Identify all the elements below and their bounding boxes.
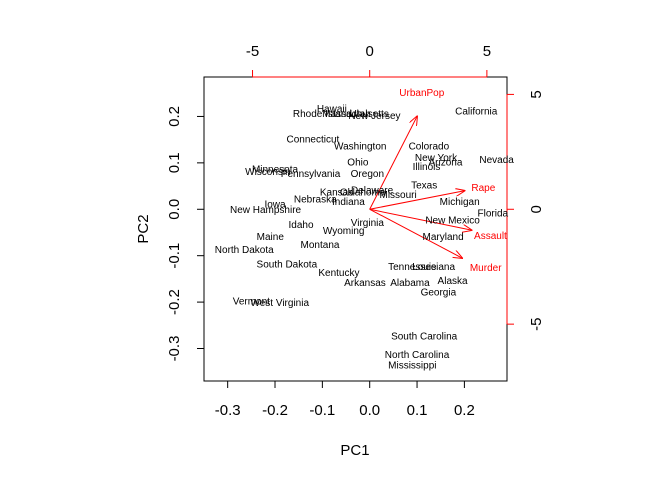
state-label: Washington <box>334 141 386 152</box>
y-axis-secondary: -5 0 5 <box>506 90 545 331</box>
state-label: Ohio <box>347 158 369 169</box>
x-tick-label: -0.2 <box>262 402 288 419</box>
loading-arrows: UrbanPop Rape Assault Murder <box>369 88 507 274</box>
state-label: Hawaii <box>317 104 347 115</box>
loading-arrow <box>369 208 472 230</box>
state-label: Kentucky <box>318 268 359 279</box>
state-label: Illinois <box>413 162 441 173</box>
state-label: West Virginia <box>250 298 309 309</box>
x-tick-label: -0.3 <box>215 402 241 419</box>
y-axis-title: PC2 <box>135 214 152 243</box>
state-label: Iowa <box>264 199 286 210</box>
state-label: South Dakota <box>257 260 318 271</box>
state-label: Idaho <box>289 220 314 231</box>
state-label: Virginia <box>351 218 385 229</box>
loading-label: UrbanPop <box>399 88 444 99</box>
state-label: Nebraska <box>294 195 337 206</box>
y-tick-label: 0.0 <box>166 199 183 220</box>
state-label: Arkansas <box>344 278 386 289</box>
state-label: Texas <box>411 181 437 192</box>
loading-label: Rape <box>471 183 495 194</box>
state-label: New Jersey <box>348 111 400 122</box>
loading-arrow <box>369 191 465 210</box>
x-tick-label: 0.0 <box>359 402 380 419</box>
y-tick-label: -0.3 <box>166 336 183 362</box>
loading-label: Murder <box>470 263 502 274</box>
state-label: Pennsylvania <box>281 169 341 180</box>
state-label: Massachusetts <box>322 109 389 120</box>
y-tick-label: -0.1 <box>166 243 183 269</box>
state-label: Maryland <box>423 232 464 243</box>
state-label: Alabama <box>390 278 430 289</box>
state-label: Missouri <box>379 190 416 201</box>
state-label: Arizona <box>429 158 463 169</box>
state-label: Utah <box>350 109 371 120</box>
state-label: Nevada <box>479 155 514 166</box>
state-label: Mississippi <box>388 360 436 371</box>
state-label: Kansas <box>320 188 353 199</box>
state-label: Wyoming <box>323 226 365 237</box>
x-axis-secondary: -5 0 5 <box>246 43 491 78</box>
loading-label: Assault <box>474 231 507 242</box>
state-label: Tennessee <box>388 262 437 273</box>
x-tick-label: -0.1 <box>309 402 335 419</box>
state-label: Maine <box>257 232 285 243</box>
x-axis-title: PC1 <box>340 442 369 459</box>
state-label: Montana <box>301 240 340 251</box>
x2-tick-label: 5 <box>483 43 491 60</box>
x-axis: -0.3 -0.2 -0.1 0.0 0.1 0.2 <box>215 380 475 419</box>
y-axis: -0.3 -0.2 -0.1 0.0 0.1 0.2 <box>166 106 205 362</box>
state-label: Oregon <box>351 169 384 180</box>
state-label: California <box>455 106 498 117</box>
state-label: Michigan <box>440 197 480 208</box>
y-tick-label: 0.2 <box>166 106 183 127</box>
state-label: North Dakota <box>215 245 274 256</box>
state-label: Alaska <box>438 276 468 287</box>
state-label: Oklahoma <box>340 188 386 199</box>
state-label: Louisiana <box>412 262 455 273</box>
state-label: Delaware <box>351 185 394 196</box>
state-label: Rhode Island <box>293 109 352 120</box>
state-label: Vermont <box>233 297 270 308</box>
state-label: North Carolina <box>385 350 450 361</box>
state-label: New York <box>415 153 458 164</box>
y-tick-label: -0.2 <box>166 289 183 315</box>
state-label: Wisconsin <box>245 167 291 178</box>
y2-tick-label: -5 <box>528 317 545 330</box>
state-label: New Mexico <box>425 216 480 227</box>
state-label: South Carolina <box>391 332 458 343</box>
y2-tick-label: 5 <box>528 90 545 98</box>
x-tick-label: 0.2 <box>454 402 475 419</box>
x2-tick-label: -5 <box>246 43 259 60</box>
state-label: Connecticut <box>286 134 339 145</box>
loading-arrow <box>369 116 417 210</box>
loading-arrow <box>369 208 462 258</box>
state-label: New Hampshire <box>230 205 302 216</box>
y2-tick-label: 0 <box>528 205 545 213</box>
state-label: Minnesota <box>252 164 299 175</box>
x-tick-label: 0.1 <box>407 402 428 419</box>
state-label: Georgia <box>421 287 457 298</box>
state-label: Florida <box>478 209 509 220</box>
state-label: Indiana <box>332 197 365 208</box>
state-label: Colorado <box>409 141 450 152</box>
x2-tick-label: 0 <box>366 43 374 60</box>
y-tick-label: 0.1 <box>166 152 183 173</box>
